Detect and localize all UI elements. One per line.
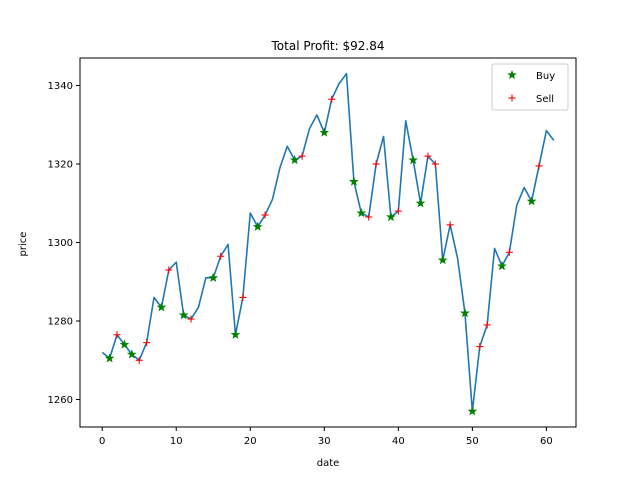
buy-point <box>252 221 263 231</box>
legend-buy-symbol <box>507 69 517 80</box>
x-tick-label: 60 <box>540 436 553 447</box>
sell-point <box>165 266 173 274</box>
y-tick-label: 1320 <box>48 159 73 170</box>
sell-point <box>431 160 439 168</box>
buy-point <box>415 198 426 208</box>
legend-sell-symbol <box>508 94 516 102</box>
sell-point <box>424 152 432 160</box>
x-axis-ticks: 0 10 20 30 40 50 60 <box>99 427 553 447</box>
sell-point <box>394 207 402 215</box>
buy-point <box>356 208 367 218</box>
legend: Buy Sell <box>491 63 569 111</box>
sell-point <box>261 211 269 219</box>
y-tick-label: 1260 <box>48 395 73 406</box>
sell-point <box>135 356 143 364</box>
x-tick-label: 50 <box>466 436 479 447</box>
buy-point <box>386 211 396 222</box>
sell-point <box>298 152 306 160</box>
sell-point <box>217 252 225 260</box>
legend-buy-marker <box>507 69 517 80</box>
sell-point <box>505 248 513 256</box>
buy-point <box>208 272 219 282</box>
buy-point <box>349 176 359 186</box>
buy-point <box>408 155 418 165</box>
sell-point <box>372 160 380 168</box>
sell-point <box>328 95 336 103</box>
chart-title: Total Profit: $92.84 <box>271 39 385 53</box>
buy-point <box>497 260 507 271</box>
sell-point <box>476 343 484 351</box>
buy-point <box>156 302 167 312</box>
price-line <box>101 72 555 413</box>
buy-point <box>526 196 537 206</box>
buy-point <box>467 406 478 416</box>
buy-point <box>178 310 189 320</box>
legend-box <box>491 63 569 111</box>
sell-point <box>535 162 543 170</box>
legend-sell-label: Sell <box>536 94 554 105</box>
y-tick-label: 1280 <box>48 317 73 328</box>
x-tick-label: 30 <box>318 436 331 447</box>
buy-point <box>104 353 115 363</box>
buy-point <box>119 339 130 349</box>
sell-point <box>365 213 373 221</box>
legend-sell-marker <box>508 94 516 102</box>
y-tick-label: 1300 <box>48 238 73 249</box>
buy-point <box>289 155 300 165</box>
sell-point <box>446 221 454 229</box>
x-axis-label: date <box>317 458 340 469</box>
buy-point <box>460 308 470 318</box>
legend-buy-label: Buy <box>536 71 555 82</box>
x-tick-label: 10 <box>170 436 183 447</box>
plot-area <box>101 72 555 416</box>
y-axis-ticks: 1260 1280 1300 1320 1340 <box>48 81 80 406</box>
buy-point <box>127 349 137 359</box>
y-axis-label: price <box>18 232 29 257</box>
buy-point <box>437 255 448 265</box>
sell-point <box>143 339 151 347</box>
sell-point <box>113 331 121 339</box>
sell-point <box>239 293 247 301</box>
sell-point <box>187 315 195 323</box>
x-tick-label: 40 <box>392 436 405 447</box>
buy-point <box>319 127 330 137</box>
x-tick-label: 20 <box>244 436 257 447</box>
y-tick-label: 1340 <box>48 81 73 92</box>
sell-point <box>483 321 491 329</box>
x-tick-label: 0 <box>99 436 105 447</box>
buy-point <box>230 329 241 339</box>
